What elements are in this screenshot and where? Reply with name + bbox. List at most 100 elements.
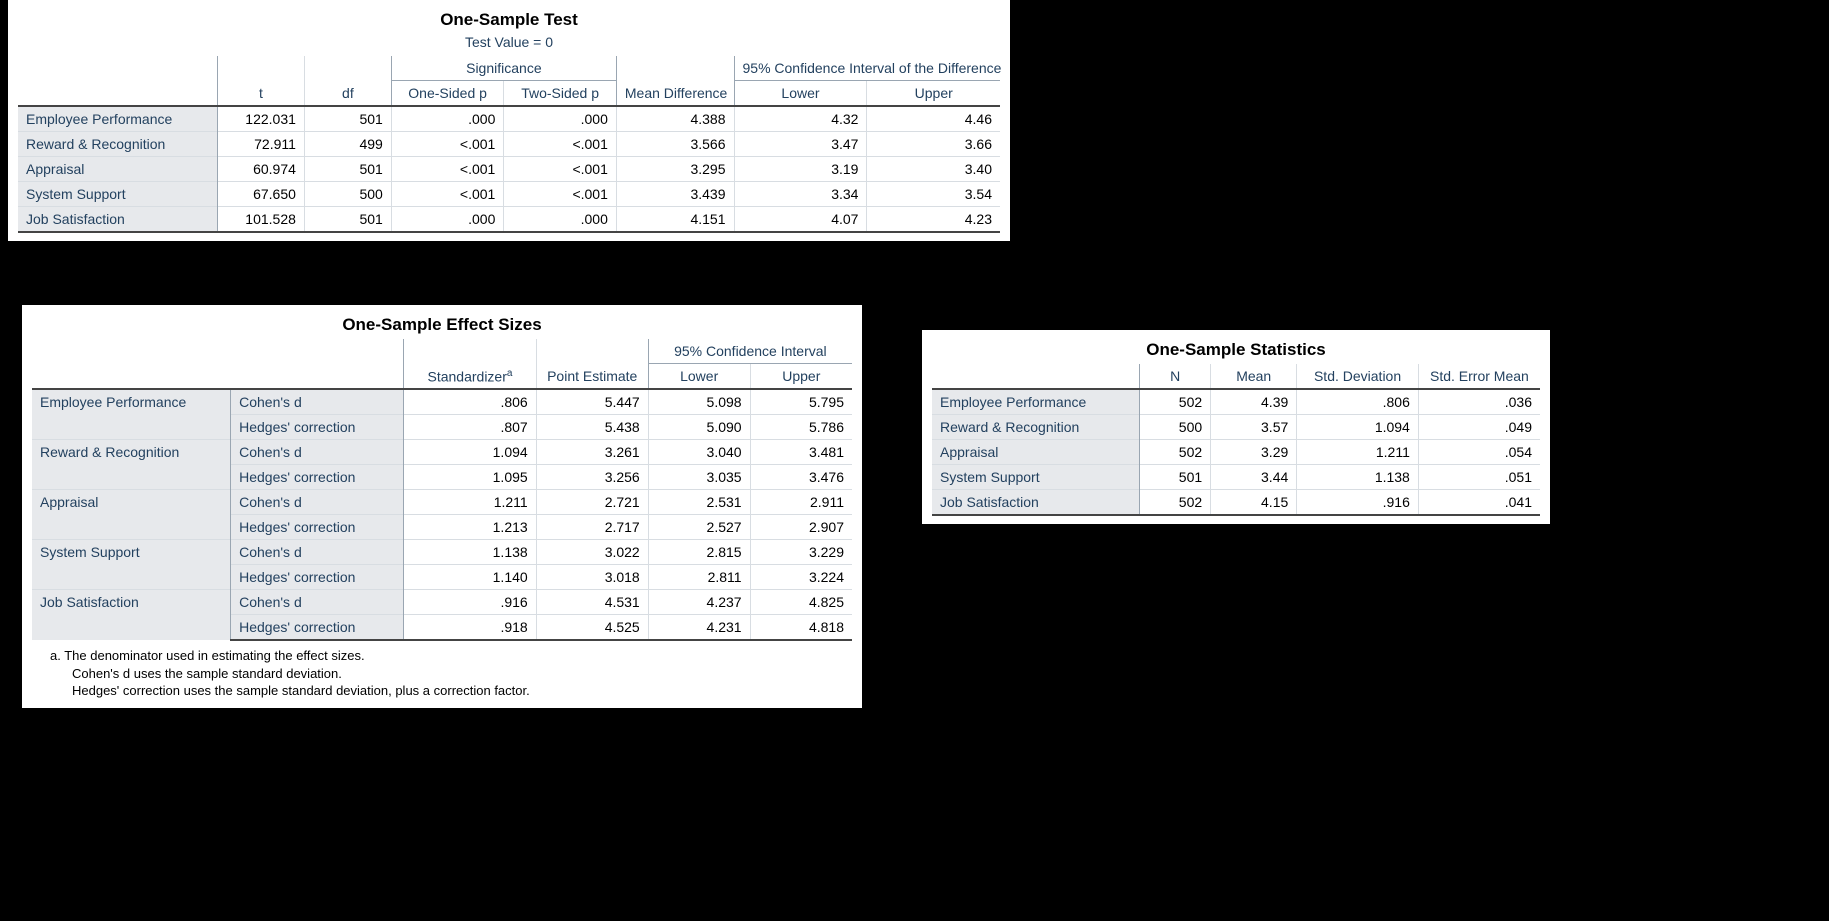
cell-md: 4.151 — [616, 207, 734, 233]
table-row: Employee PerformanceCohen's d.8065.4475.… — [32, 389, 852, 415]
table-row: System Support5013.441.138.051 — [932, 465, 1540, 490]
th-n: N — [1140, 364, 1211, 389]
cell-t: 60.974 — [217, 157, 304, 182]
cell-lo: 5.098 — [648, 389, 750, 415]
statistics-body: Employee Performance5024.39.806.036Rewar… — [932, 389, 1540, 515]
cell-hi: 3.66 — [867, 132, 1000, 157]
cell-sem: .049 — [1418, 415, 1540, 440]
th-mean-diff: Mean Difference — [616, 81, 734, 107]
cell-p1: <.001 — [391, 132, 504, 157]
cell-df: 500 — [304, 182, 391, 207]
row-label: Job Satisfaction — [32, 590, 231, 641]
th-blank — [536, 339, 648, 364]
th-significance-group: Significance — [391, 56, 616, 81]
th-blank — [18, 56, 217, 81]
row-method: Cohen's d — [231, 590, 404, 615]
th-ci-group: 95% Confidence Interval — [648, 339, 852, 364]
cell-sem: .036 — [1418, 389, 1540, 415]
one-sample-test-subtitle: Test Value = 0 — [18, 34, 1000, 56]
one-sample-test-body: Employee Performance122.031501.000.0004.… — [18, 106, 1000, 232]
th-standardizer-text: Standardizer — [428, 368, 507, 384]
cell-lo: 3.040 — [648, 440, 750, 465]
effect-sizes-panel: One-Sample Effect Sizes 95% Confidence I… — [22, 305, 862, 708]
th-rowheader — [18, 81, 217, 107]
cell-pe: 3.256 — [536, 465, 648, 490]
row-label: Appraisal — [32, 490, 231, 540]
cell-pe: 3.022 — [536, 540, 648, 565]
table-row: Reward & Recognition5003.571.094.049 — [932, 415, 1540, 440]
table-row: System Support67.650500<.001<.0013.4393.… — [18, 182, 1000, 207]
cell-mean: 4.15 — [1211, 490, 1297, 516]
cell-hi: 5.786 — [750, 415, 852, 440]
cell-hi: 4.46 — [867, 106, 1000, 132]
cell-pe: 4.531 — [536, 590, 648, 615]
th-lower: Lower — [648, 364, 750, 390]
cell-hi: 4.825 — [750, 590, 852, 615]
cell-lo: 5.090 — [648, 415, 750, 440]
th-standardizer: Standardizera — [404, 364, 536, 390]
sup-a: a — [507, 368, 513, 379]
footnote-c: Hedges' correction uses the sample stand… — [50, 682, 852, 700]
cell-std: 1.213 — [404, 515, 536, 540]
cell-lo: 4.231 — [648, 615, 750, 641]
row-label: System Support — [18, 182, 217, 207]
cell-std: 1.211 — [404, 490, 536, 515]
statistics-panel: One-Sample Statistics N Mean Std. Deviat… — [922, 330, 1550, 524]
table-row: Appraisal5023.291.211.054 — [932, 440, 1540, 465]
th-blank — [32, 364, 231, 390]
row-method: Hedges' correction — [231, 615, 404, 641]
table-row: Employee Performance122.031501.000.0004.… — [18, 106, 1000, 132]
cell-n: 500 — [1140, 415, 1211, 440]
effect-sizes-table: 95% Confidence Interval Standardizera Po… — [32, 339, 852, 641]
cell-pe: 4.525 — [536, 615, 648, 641]
row-method: Hedges' correction — [231, 465, 404, 490]
row-method: Cohen's d — [231, 389, 404, 415]
th-t: t — [217, 81, 304, 107]
th-sd: Std. Deviation — [1297, 364, 1419, 389]
cell-t: 122.031 — [217, 106, 304, 132]
cell-pe: 3.018 — [536, 565, 648, 590]
row-label: Reward & Recognition — [932, 415, 1140, 440]
row-label: Job Satisfaction — [932, 490, 1140, 516]
row-method: Cohen's d — [231, 490, 404, 515]
th-blank — [217, 56, 304, 81]
th-blank — [616, 56, 734, 81]
row-label: System Support — [932, 465, 1140, 490]
th-upper: Upper — [867, 81, 1000, 107]
cell-sd: .806 — [1297, 389, 1419, 415]
cell-hi: 3.54 — [867, 182, 1000, 207]
cell-df: 501 — [304, 157, 391, 182]
cell-t: 72.911 — [217, 132, 304, 157]
cell-std: 1.095 — [404, 465, 536, 490]
row-label: Job Satisfaction — [18, 207, 217, 233]
cell-lo: 4.32 — [734, 106, 867, 132]
row-method: Hedges' correction — [231, 515, 404, 540]
cell-sd: 1.138 — [1297, 465, 1419, 490]
th-two-sided: Two-Sided p — [504, 81, 617, 107]
cell-lo: 3.035 — [648, 465, 750, 490]
cell-pe: 3.261 — [536, 440, 648, 465]
cell-sem: .041 — [1418, 490, 1540, 516]
cell-p1: .000 — [391, 207, 504, 233]
cell-hi: 2.907 — [750, 515, 852, 540]
cell-p2: <.001 — [504, 132, 617, 157]
cell-md: 3.295 — [616, 157, 734, 182]
row-label: Employee Performance — [18, 106, 217, 132]
row-method: Hedges' correction — [231, 415, 404, 440]
cell-std: .806 — [404, 389, 536, 415]
footnote-a: a. The denominator used in estimating th… — [50, 648, 365, 663]
effect-sizes-body: Employee PerformanceCohen's d.8065.4475.… — [32, 389, 852, 640]
cell-std: .807 — [404, 415, 536, 440]
cell-p1: <.001 — [391, 182, 504, 207]
row-label: Appraisal — [932, 440, 1140, 465]
cell-mean: 3.29 — [1211, 440, 1297, 465]
cell-std: 1.094 — [404, 440, 536, 465]
th-blank — [32, 339, 231, 364]
cell-lo: 3.19 — [734, 157, 867, 182]
cell-n: 501 — [1140, 465, 1211, 490]
cell-hi: 3.40 — [867, 157, 1000, 182]
table-row: Reward & Recognition72.911499<.001<.0013… — [18, 132, 1000, 157]
cell-p2: <.001 — [504, 157, 617, 182]
cell-sd: 1.211 — [1297, 440, 1419, 465]
cell-hi: 5.795 — [750, 389, 852, 415]
